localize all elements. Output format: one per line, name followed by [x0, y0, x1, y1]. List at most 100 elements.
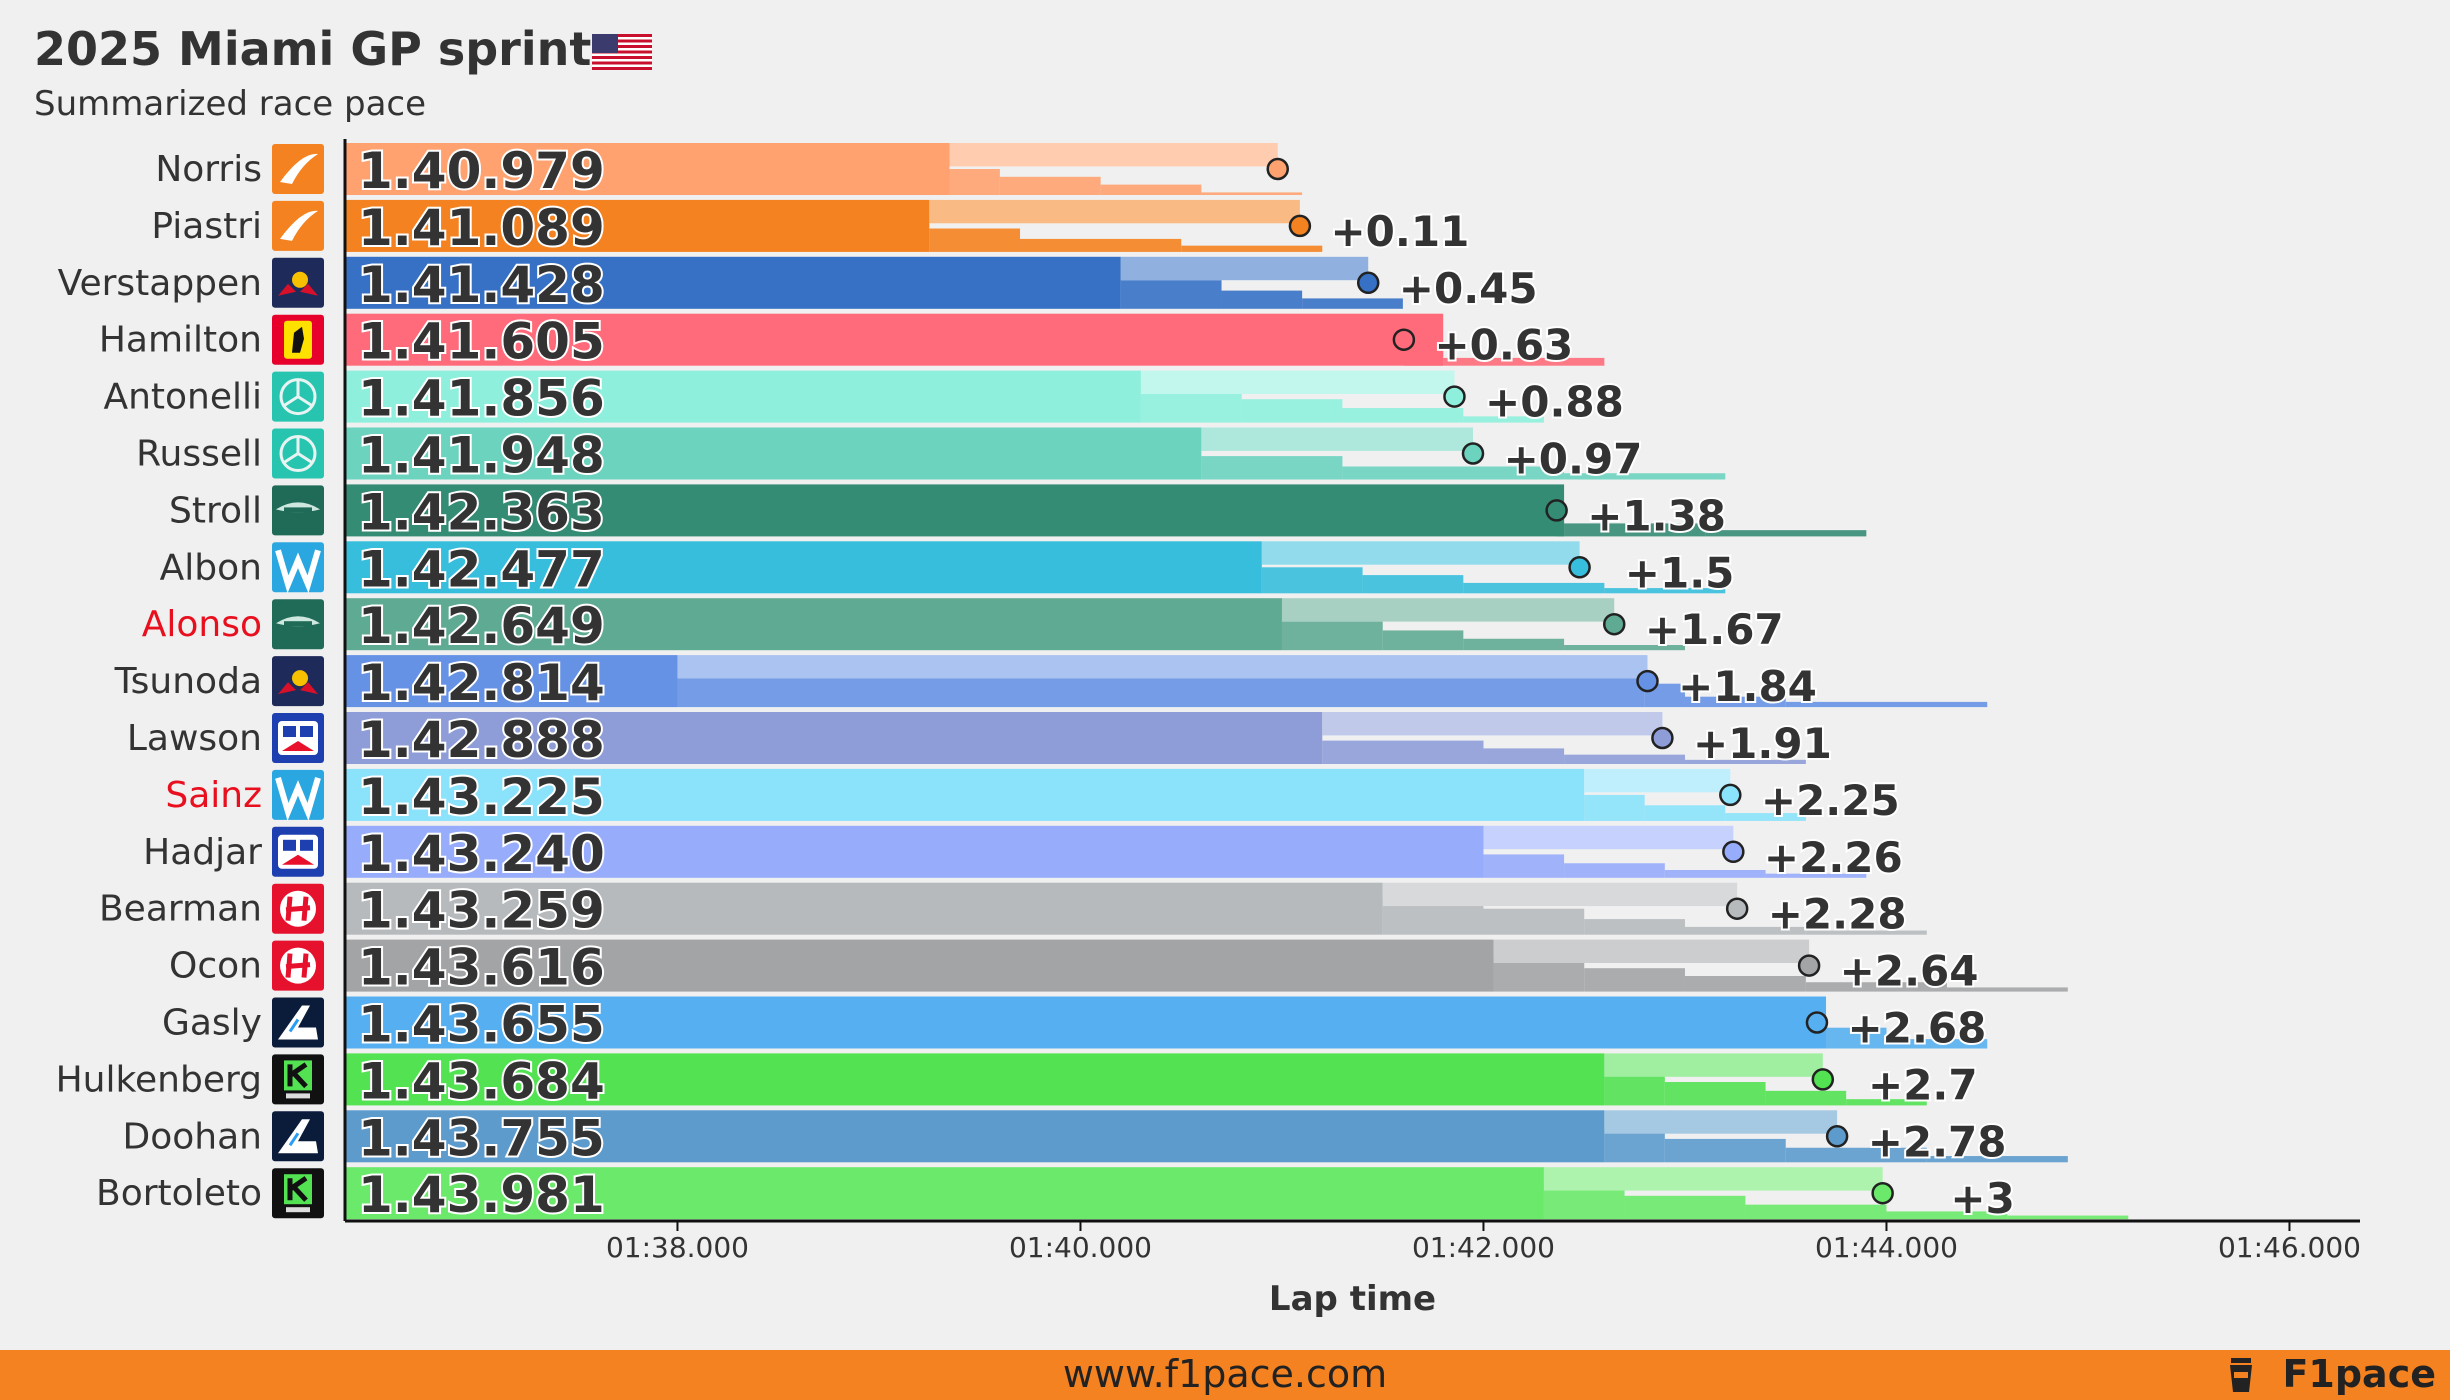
- gap-label: +0.97: [1504, 435, 1643, 484]
- driver-name: Lawson: [127, 718, 262, 759]
- pace-distribution-step: [1564, 523, 1706, 537]
- chart-title-text: 2025 Miami GP sprint: [34, 22, 592, 76]
- pace-marker: [1266, 157, 1289, 181]
- mclaren-logo-icon: [272, 200, 324, 251]
- pace-band-light: [1201, 427, 1473, 451]
- driver-name: Bortoleto: [96, 1173, 262, 1214]
- pace-bar: [346, 427, 1202, 480]
- pace-bar: [346, 1167, 1544, 1220]
- pace-distribution-step: [1302, 298, 1403, 309]
- pace-bar: [346, 143, 950, 195]
- driver-name: Verstappen: [58, 263, 262, 304]
- pace-label: 1.41.856: [358, 370, 605, 428]
- mclaren-logo-icon: [272, 144, 324, 194]
- pace-distribution-step: [1684, 976, 1806, 992]
- pace-marker: [1811, 1068, 1835, 1091]
- gap-label: +1.67: [1645, 605, 1784, 654]
- pace-distribution-step: [1564, 473, 1726, 480]
- pace-distribution-step: [1684, 759, 1806, 764]
- pace-distribution-step: [999, 176, 1101, 195]
- pace-band-light: [1140, 370, 1455, 394]
- pace-marker: [1805, 1011, 1829, 1034]
- pace-label: 1.41.089: [358, 199, 605, 257]
- pace-distribution-step: [1181, 245, 1323, 252]
- pace-distribution-step: [1664, 1138, 1786, 1163]
- pace-distribution-step: [1100, 184, 1202, 195]
- race-pace-chart: 1.40.979 Norris 1.41.089 +0.11 Piastri 1.41.4…: [56, 139, 2361, 1319]
- pace-bar: [346, 655, 678, 708]
- gap-label: +0.63: [1434, 321, 1573, 370]
- pace-marker: [1797, 954, 1821, 977]
- haas-logo-icon: [272, 883, 324, 934]
- footer-bar: www.f1pace.com F1pace: [0, 1350, 2450, 1400]
- pace-distribution-step: [1684, 926, 1806, 935]
- gap-label: +2.78: [1868, 1117, 2007, 1166]
- driver-name: Doohan: [123, 1116, 262, 1157]
- pace-label: 1.42.888: [358, 711, 605, 769]
- driver-name: Antonelli: [103, 377, 262, 418]
- pace-distribution-step: [1624, 1195, 1746, 1220]
- pace-marker: [1288, 214, 1312, 238]
- us-flag-icon: [592, 34, 652, 70]
- gap-label: +3: [1950, 1174, 2014, 1223]
- pace-bar: [346, 1110, 1605, 1163]
- driver-name: Gasly: [162, 1003, 262, 1044]
- pace-distribution-step: [1886, 1211, 2008, 1220]
- pace-distribution-step: [1664, 870, 1766, 878]
- pace-distribution-step: [1020, 238, 1182, 252]
- pace-distribution-step: [1765, 873, 1867, 878]
- pace-distribution-step: [1463, 416, 1544, 423]
- pace-distribution-step: [1483, 908, 1585, 935]
- pace-bar: [346, 256, 1121, 309]
- pace-label: 1.43.684: [358, 1052, 605, 1110]
- driver-name: Norris: [155, 149, 262, 190]
- pace-distribution-step: [1493, 957, 1585, 992]
- pace-bar: [346, 541, 1262, 594]
- gap-label: +1.84: [1678, 662, 1817, 711]
- pace-bar: [346, 484, 1565, 537]
- pace-label: 1.42.649: [358, 597, 605, 655]
- pace-label: 1.43.240: [358, 825, 605, 883]
- pace-distribution-step: [1926, 1156, 2068, 1163]
- pace-bar: [346, 712, 1323, 764]
- driver-name: Russell: [136, 434, 262, 475]
- pace-label: 1.41.948: [358, 427, 605, 485]
- pace-distribution-step: [1564, 754, 1685, 764]
- pace-distribution-step: [1805, 982, 1947, 992]
- pace-marker: [1392, 328, 1416, 351]
- x-tick-label: 01:46.000: [2218, 1231, 2361, 1264]
- pace-distribution-step: [949, 169, 1000, 195]
- pace-band-light: [949, 143, 1278, 167]
- mercedes-logo-icon: [272, 428, 324, 479]
- pace-bar: [346, 370, 1141, 423]
- x-axis-label: Lap time: [1269, 1279, 1436, 1319]
- pace-band-light: [1120, 256, 1369, 281]
- pace-label: 1.42.477: [358, 540, 605, 598]
- footer-url[interactable]: www.f1pace.com: [1062, 1352, 1388, 1396]
- pace-distribution-step: [1342, 408, 1464, 423]
- gap-label: +1.5: [1625, 548, 1735, 597]
- pace-band-light: [1543, 1167, 1883, 1191]
- gap-label: +2.28: [1768, 890, 1907, 939]
- pace-bar: [346, 825, 1484, 878]
- pace-label: 1.43.259: [358, 882, 605, 940]
- pace-distribution-step: [1564, 863, 1665, 878]
- pace-distribution-step: [1745, 1204, 1887, 1220]
- pace-band-light: [1322, 712, 1663, 736]
- pace-bar: [346, 199, 930, 252]
- pace-distribution-step: [1846, 1099, 1927, 1106]
- pace-distribution-step: [1705, 530, 1867, 537]
- gap-label: +1.38: [1587, 491, 1726, 540]
- cup-icon: [2230, 1358, 2252, 1392]
- astonmartin-logo-icon: [272, 599, 324, 650]
- pace-distribution-step: [1886, 1039, 1988, 1049]
- pace-distribution-step: [1785, 701, 1988, 708]
- gap-label: +2.68: [1848, 1004, 1987, 1053]
- pace-distribution-step: [1201, 456, 1343, 480]
- williams-logo-icon: [272, 769, 324, 821]
- gap-label: +0.45: [1399, 264, 1538, 313]
- pace-label: 1.43.755: [358, 1109, 605, 1167]
- sauber-logo-icon: [272, 1054, 324, 1105]
- driver-name: Hadjar: [143, 832, 262, 873]
- haas-logo-icon: [272, 940, 324, 991]
